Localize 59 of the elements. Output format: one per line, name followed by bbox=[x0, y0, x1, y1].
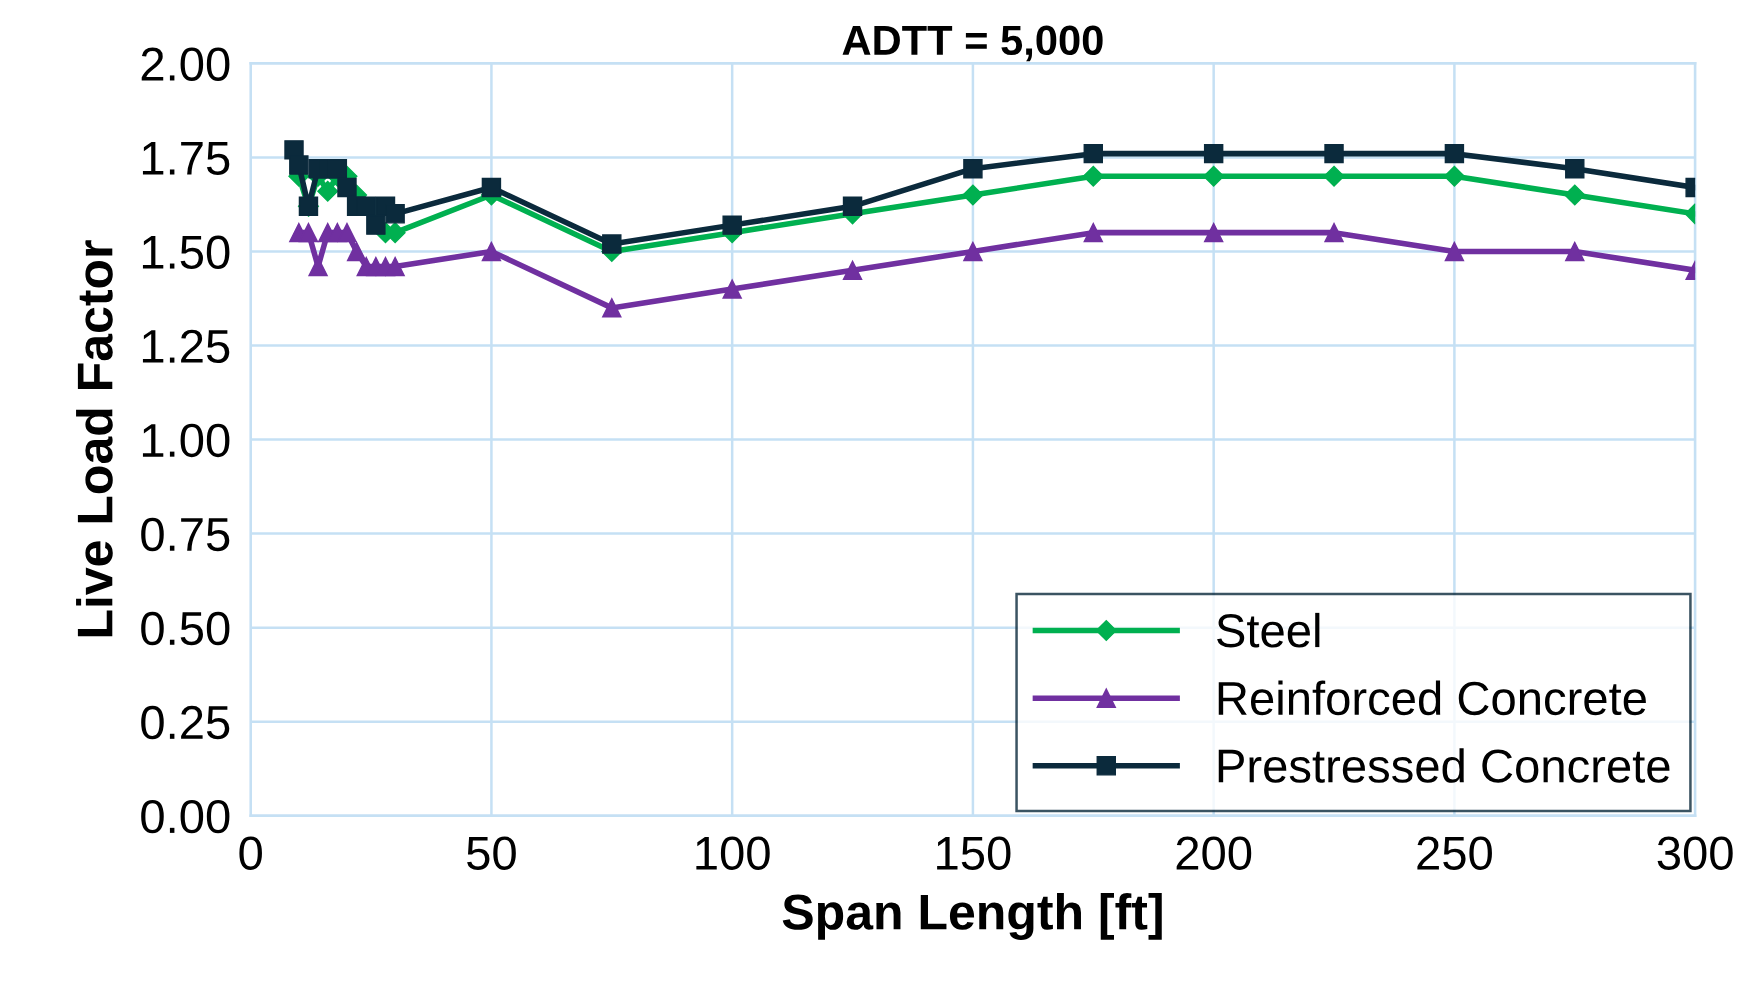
point bbox=[1083, 222, 1104, 243]
point bbox=[1323, 165, 1345, 187]
y-axis-title: Live Load Factor bbox=[76, 240, 113, 637]
point bbox=[1324, 143, 1344, 164]
point bbox=[602, 298, 622, 318]
point bbox=[385, 256, 405, 277]
point bbox=[962, 184, 984, 206]
y-tick-label: 0.75 bbox=[141, 517, 230, 552]
point bbox=[842, 260, 863, 280]
y-tick-label: 1.25 bbox=[142, 329, 230, 364]
point bbox=[327, 158, 348, 179]
point bbox=[722, 215, 742, 235]
x-tick-label: 250 bbox=[1417, 836, 1492, 870]
chart-title: ADTT = 5,000 bbox=[842, 25, 1103, 62]
y-tick-label: 1.50 bbox=[142, 235, 230, 270]
y-tick-label: 1.75 bbox=[142, 142, 230, 175]
point bbox=[1203, 222, 1224, 243]
point bbox=[337, 222, 357, 243]
y-tick-label: 2.00 bbox=[141, 47, 230, 81]
point bbox=[356, 196, 376, 217]
point bbox=[337, 177, 357, 198]
y-tick-label: 0.25 bbox=[141, 705, 230, 740]
point bbox=[1083, 143, 1104, 164]
legend-label: Steel bbox=[1217, 612, 1320, 648]
point bbox=[385, 204, 405, 224]
point bbox=[317, 180, 339, 202]
point bbox=[963, 158, 983, 179]
point bbox=[1443, 165, 1465, 187]
y-tick-label: 1.00 bbox=[142, 423, 230, 458]
x-tick-label: 300 bbox=[1657, 836, 1733, 870]
point bbox=[298, 222, 319, 243]
point bbox=[1203, 143, 1224, 164]
point bbox=[1564, 184, 1586, 206]
point bbox=[602, 234, 622, 254]
legend-label: Reinforced Concrete bbox=[1218, 680, 1646, 716]
point bbox=[722, 279, 742, 299]
x-tick-label: 150 bbox=[937, 836, 1011, 870]
x-tick-label: 200 bbox=[1176, 836, 1252, 870]
y-tick-label: 0.00 bbox=[141, 799, 230, 834]
point bbox=[366, 215, 386, 235]
point bbox=[1565, 158, 1585, 179]
legend-label: Prestressed Concrete bbox=[1218, 748, 1670, 783]
x-tick-label: 100 bbox=[696, 836, 770, 870]
point bbox=[1324, 222, 1344, 243]
point bbox=[289, 155, 309, 175]
point bbox=[1565, 241, 1585, 262]
point bbox=[842, 196, 863, 217]
point bbox=[346, 241, 367, 262]
point bbox=[481, 241, 502, 262]
x-tick-label: 0 bbox=[239, 836, 262, 870]
x-axis-title: Span Length [ft] bbox=[782, 893, 1162, 940]
y-tick-label: 0.50 bbox=[141, 611, 230, 646]
point bbox=[1082, 165, 1104, 187]
point bbox=[481, 177, 502, 198]
point bbox=[963, 241, 983, 262]
point bbox=[1444, 241, 1465, 262]
x-tick-label: 50 bbox=[467, 836, 516, 870]
point bbox=[1444, 143, 1465, 164]
point bbox=[1203, 165, 1225, 187]
